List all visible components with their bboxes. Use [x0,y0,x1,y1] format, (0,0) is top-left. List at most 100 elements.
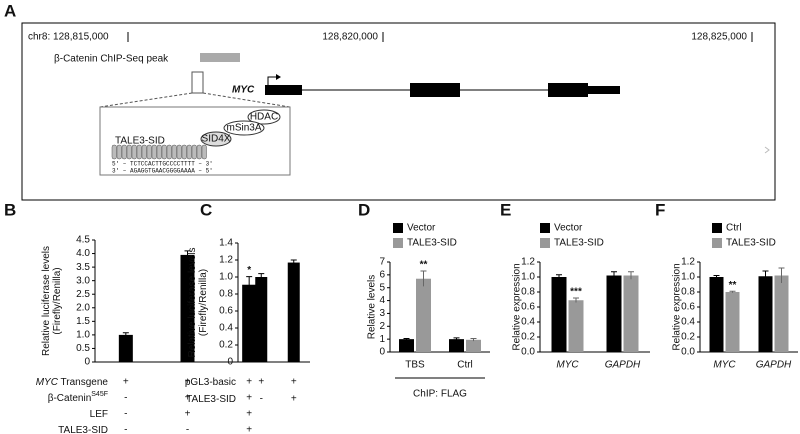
bar [568,300,584,352]
repeat [156,144,162,160]
legend-swatch [393,238,403,248]
protein [200,131,232,147]
y-tick-label: 0.8 [681,287,695,298]
repeat [126,144,132,160]
bar [623,275,639,352]
y-axis-label: (Firefly/Renilla) [198,269,209,336]
y-axis-label: Relative levels [367,275,378,339]
repeat [131,144,137,160]
y-tick-label: 5 [379,282,385,293]
protein-label: mSin3A [226,123,261,134]
error-bar [556,274,562,280]
table-row-label: β-CateninS45F [48,391,108,404]
chip-peak [200,53,240,62]
x-tick-label: GAPDH [756,360,792,371]
repeat [121,144,127,160]
protein-label: SID4X [202,134,231,145]
table-cell: + [246,425,252,434]
table-cell: + [258,377,264,388]
table-cell: + [246,377,252,388]
table-cell: + [291,394,297,405]
table-cell: + [291,377,297,388]
panel-label: E [500,200,511,219]
table-cell: - [260,394,263,405]
repeat [186,144,192,160]
y-tick-label: 0.2 [681,332,695,343]
y-tick-label: 1.5 [76,316,90,327]
error-bar [246,276,253,293]
table-cell: - [124,409,127,420]
legend-label: TALE3-SID [726,238,776,249]
error-bar [290,259,297,266]
table-cell: + [246,393,252,404]
panel-label: C [200,200,212,219]
y-tick-label: 0.5 [76,343,90,354]
x-tick-label: MYC [556,360,579,371]
y-tick-label: 1.2 [521,257,535,268]
x-axis-label: ChIP: FLAG [413,389,467,400]
legend-label: TALE3-SID [554,238,604,249]
error-bar [628,271,634,280]
repeat [201,144,207,160]
y-tick-label: 0.0 [681,347,695,358]
y-tick-label: 7 [379,257,385,268]
error-bar [453,337,460,341]
table-cell: + [185,393,191,404]
repeat [191,144,197,160]
y-tick-label: 0 [84,357,90,368]
y-axis-label: Relative luciferase levels [187,247,198,357]
exon [588,86,620,94]
sequence: 3′ – AGAGGTGAACGGGGAAAA – 5′ [112,168,213,175]
exon [265,85,302,95]
y-tick-label: 1 [379,334,385,345]
table-cell: - [186,425,189,434]
y-axis-label: (Firefly/Renilla) [52,267,63,334]
x-tick-label: Ctrl [457,360,473,371]
table-cell: + [185,377,191,388]
repeat [166,144,172,160]
error-bar [729,290,736,293]
x-tick-label: GAPDH [605,360,641,371]
bar [118,334,133,362]
y-tick-label: 2.5 [76,289,90,300]
table-cell: - [124,393,127,404]
bar [449,339,464,352]
row-label: pGL3-basic [185,377,236,388]
legend-swatch [540,238,550,248]
error-bar [420,270,427,287]
error-bar [611,271,617,280]
panel-a-frame [21,22,776,201]
table-row-label: MYC Transgene [36,377,109,388]
row-label-sup: S45F [91,391,108,398]
y-tick-label: 0.4 [219,323,233,334]
gene-label: MYC [232,85,255,96]
table-cell: - [124,425,127,434]
y-axis-label: Relative expression [672,263,683,350]
error-bar [573,297,579,303]
table-row-label: LEF [90,409,108,420]
table-row-label: TALE3-SID [58,425,108,434]
bar [725,292,740,352]
y-tick-label: 4.5 [76,235,90,246]
y-tick-label: 0.0 [521,347,535,358]
bar [758,276,773,352]
peak-label: β-Catenin ChIP-Seq peak [54,54,169,65]
y-tick-label: 0 [379,347,385,358]
y-tick-label: 1.2 [219,255,233,266]
y-axis-label: Relative expression [512,263,523,350]
tss-arrowhead [276,74,281,80]
bar [287,262,300,362]
significance: ** [729,280,737,291]
repeat [151,144,157,160]
bar [416,278,431,352]
error-bar [184,250,191,259]
error-bar [713,275,720,279]
y-tick-label: 4 [379,295,385,306]
tale-repeats [111,144,207,160]
row-label: Transgene [58,377,108,388]
y-tick-label: 3.0 [76,275,90,286]
error-bar [762,270,769,282]
repeat [141,144,147,160]
repeat [196,144,202,160]
